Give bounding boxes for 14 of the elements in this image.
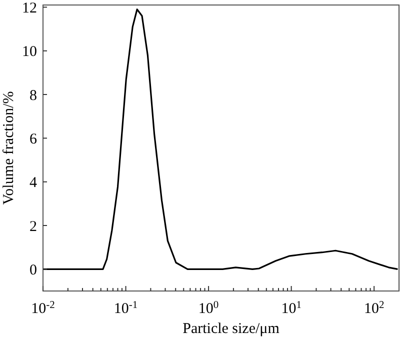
- y-tick-label: 2: [30, 218, 37, 235]
- y-tick-label: 10: [22, 44, 37, 60]
- x-tick-label: 10$^{1}$: [281, 300, 302, 317]
- x-tick-label: 10$^{-2}$: [31, 300, 55, 317]
- x-axis-title: Particle size/μm: [182, 321, 280, 337]
- y-tick-label: 4: [30, 175, 38, 192]
- y-axis-title: Volume fraction/%: [1, 91, 17, 205]
- y-tick-label: 12: [22, 0, 37, 16]
- y-tick-label: 0: [30, 262, 37, 278]
- y-tick-label: 6: [30, 131, 38, 148]
- y-tick-label: 8: [30, 88, 37, 104]
- x-tick-label: 10$^{2}$: [364, 300, 384, 317]
- x-tick-label: 10$^{0}$: [198, 300, 219, 317]
- x-tick-label: 10$^{-1}$: [114, 300, 138, 317]
